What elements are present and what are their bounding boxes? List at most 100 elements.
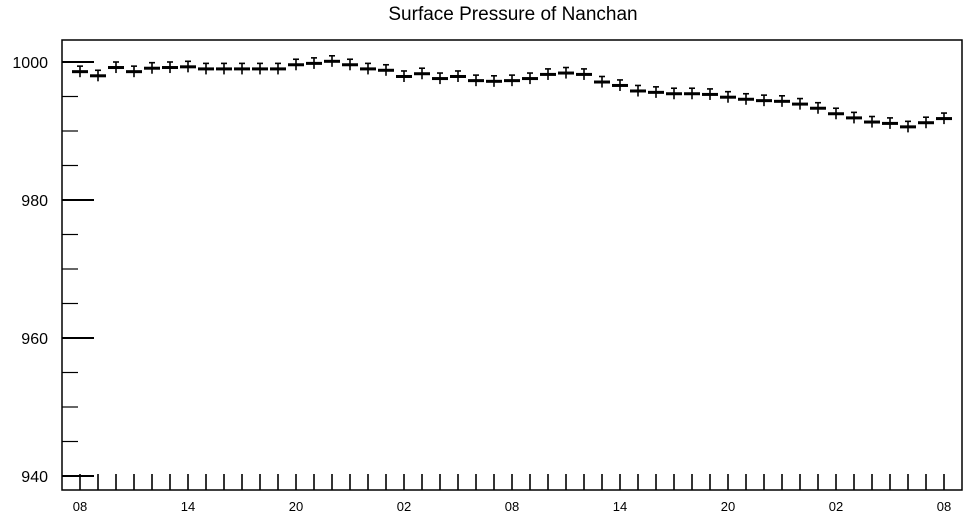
data-point — [612, 79, 628, 91]
y-axis: 940 960 980 1000 — [12, 55, 94, 486]
y-tick-label: 960 — [21, 331, 48, 348]
data-point — [234, 62, 250, 75]
x-tick-label: 14 — [181, 499, 195, 514]
data-marker — [180, 65, 196, 69]
data-marker — [198, 67, 214, 71]
x-tick-label: 02 — [829, 499, 843, 514]
data-marker — [576, 72, 592, 76]
x-tick-label: 14 — [613, 499, 627, 514]
data-marker — [288, 63, 304, 67]
data-point — [360, 62, 376, 75]
data-point — [558, 66, 574, 79]
y-tick-label: 940 — [21, 469, 48, 486]
data-point — [144, 61, 160, 74]
x-tick-label: 20 — [721, 499, 735, 514]
data-point — [594, 75, 610, 88]
data-marker — [270, 67, 286, 71]
data-marker — [594, 80, 610, 84]
data-point — [756, 94, 772, 107]
data-point — [810, 101, 826, 114]
data-marker — [144, 66, 160, 70]
data-marker — [216, 67, 232, 71]
data-marker — [540, 72, 556, 76]
data-point — [522, 72, 538, 85]
data-marker — [936, 117, 952, 121]
data-marker — [612, 83, 628, 87]
data-point — [702, 88, 718, 100]
plot-frame — [61, 39, 963, 491]
data-marker — [846, 116, 862, 120]
data-marker — [396, 74, 412, 78]
data-marker — [558, 71, 574, 75]
data-point — [864, 115, 880, 128]
data-marker — [810, 106, 826, 110]
data-marker — [342, 63, 358, 67]
data-marker — [918, 121, 934, 125]
data-point — [630, 84, 646, 97]
data-marker — [468, 79, 484, 83]
data-marker — [324, 59, 340, 63]
data-series — [72, 54, 952, 133]
data-point — [216, 62, 232, 75]
data-marker — [378, 68, 394, 72]
y-tick-label: 980 — [21, 193, 48, 210]
data-point — [90, 69, 106, 82]
data-point — [378, 63, 394, 76]
x-tick-label: 02 — [397, 499, 411, 514]
data-marker — [630, 89, 646, 93]
data-point — [324, 54, 340, 67]
data-point — [900, 120, 916, 133]
data-marker — [900, 125, 916, 129]
data-marker — [720, 95, 736, 99]
data-marker — [486, 79, 502, 83]
data-point — [774, 95, 790, 107]
data-point — [720, 90, 736, 103]
data-point — [540, 68, 556, 80]
data-marker — [756, 99, 772, 103]
data-point — [828, 107, 844, 120]
data-marker — [72, 70, 88, 74]
data-marker — [702, 92, 718, 96]
data-marker — [360, 67, 376, 71]
data-point — [846, 111, 862, 124]
data-point — [432, 72, 448, 85]
data-point — [684, 87, 700, 100]
data-point — [180, 60, 196, 73]
x-tick-label: 20 — [289, 499, 303, 514]
data-point — [72, 65, 88, 78]
x-tick-label: 08 — [937, 499, 951, 514]
data-marker — [234, 67, 250, 71]
data-marker — [252, 67, 268, 71]
data-marker — [504, 79, 520, 83]
data-point — [306, 57, 322, 69]
data-marker — [162, 66, 178, 70]
data-point — [936, 112, 952, 125]
data-marker — [414, 72, 430, 76]
data-marker — [828, 112, 844, 116]
data-point — [504, 74, 520, 87]
data-point — [918, 116, 934, 129]
data-marker — [522, 77, 538, 81]
data-marker — [450, 74, 466, 78]
data-marker — [774, 99, 790, 103]
chart-title: Surface Pressure of Nanchan — [388, 4, 638, 25]
data-point — [252, 62, 268, 75]
data-point — [414, 67, 430, 80]
data-point — [486, 75, 502, 87]
data-point — [882, 117, 898, 129]
data-point — [108, 61, 124, 74]
data-point — [162, 61, 178, 74]
data-marker — [666, 92, 682, 96]
data-marker — [306, 61, 322, 65]
data-marker — [792, 102, 808, 106]
data-marker — [864, 120, 880, 124]
data-point — [666, 87, 682, 100]
data-marker — [108, 66, 124, 70]
x-tick-label: 08 — [505, 499, 519, 514]
data-marker — [432, 77, 448, 81]
data-marker — [882, 121, 898, 125]
data-point — [288, 58, 304, 71]
data-point — [270, 62, 286, 75]
data-marker — [126, 70, 142, 74]
